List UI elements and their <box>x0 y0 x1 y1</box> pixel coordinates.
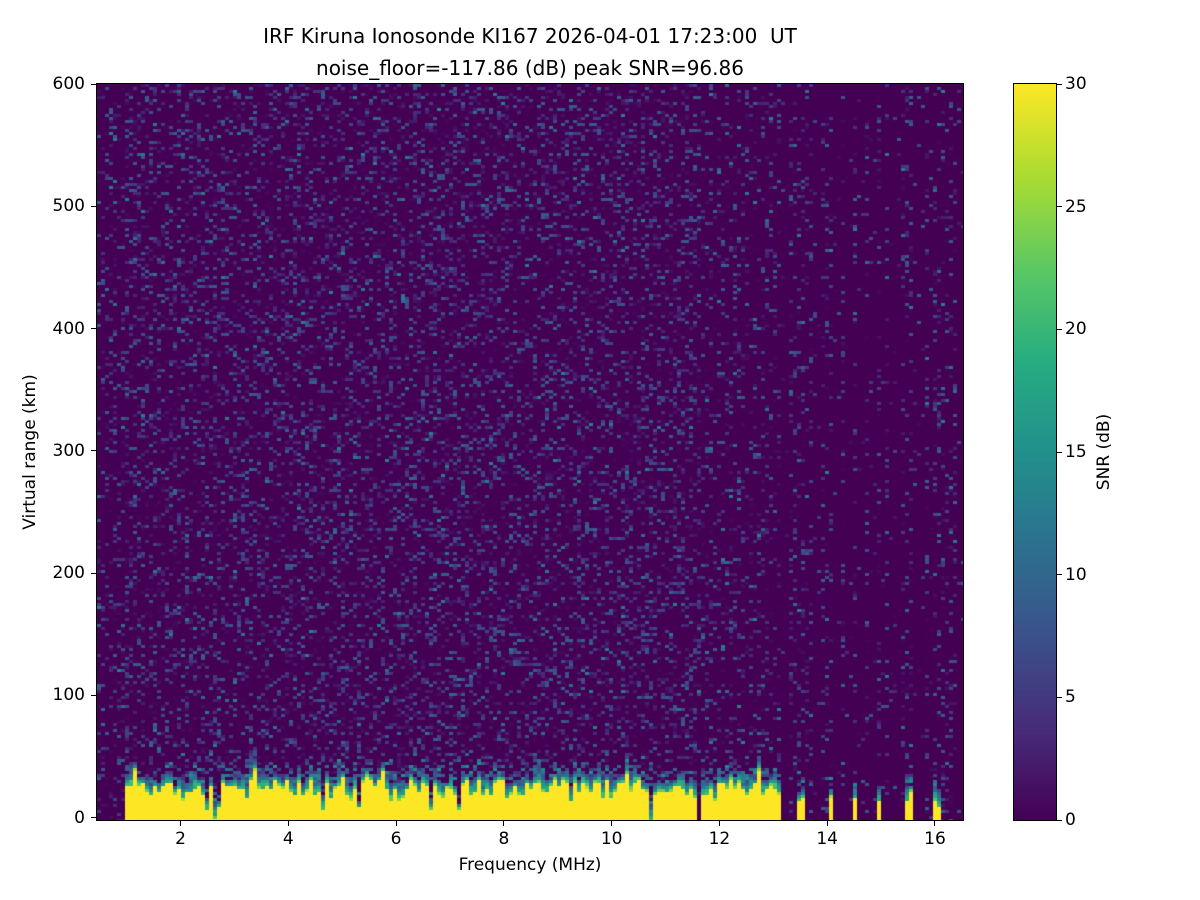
colorbar-tick-mark <box>1056 83 1062 85</box>
y-tick-label: 600 <box>52 74 85 94</box>
x-tick-mark <box>395 820 397 826</box>
colorbar-tick-mark <box>1056 206 1062 208</box>
colorbar-tick-mark <box>1056 819 1062 821</box>
colorbar-tick-label: 25 <box>1065 196 1087 217</box>
x-tick-label: 12 <box>708 829 731 849</box>
x-tick-mark <box>503 820 505 826</box>
y-tick-label: 0 <box>74 807 85 828</box>
x-tick-label: 4 <box>282 829 294 849</box>
colorbar-gradient <box>1014 84 1056 820</box>
y-tick-label: 100 <box>52 685 85 706</box>
x-tick-label: 2 <box>175 829 186 849</box>
colorbar-tick-label: 20 <box>1065 319 1087 340</box>
colorbar-tick-label: 30 <box>1065 74 1087 94</box>
y-tick-mark <box>91 205 97 207</box>
x-tick-mark <box>287 820 289 826</box>
y-tick-mark <box>91 328 97 330</box>
x-tick-label: 14 <box>816 829 838 849</box>
y-tick-mark <box>91 83 97 85</box>
x-tick-mark <box>826 820 828 826</box>
colorbar-tick-label: 15 <box>1065 442 1087 462</box>
y-tick-mark <box>91 817 97 819</box>
y-tick-mark <box>91 572 97 574</box>
colorbar-tick-label: 0 <box>1065 810 1076 830</box>
chart-title: IRF Kiruna Ionosonde KI167 2026-04-01 17… <box>263 24 797 48</box>
colorbar-tick-mark <box>1056 451 1062 453</box>
x-tick-label: 16 <box>924 829 946 849</box>
x-axis-label: Frequency (MHz) <box>458 855 602 875</box>
x-tick-mark <box>718 820 720 826</box>
colorbar-tick-mark <box>1056 574 1062 576</box>
y-tick-label: 400 <box>52 318 85 339</box>
y-tick-label: 300 <box>52 440 85 461</box>
chart-subtitle: noise_floor=-117.86 (dB) peak SNR=96.86 <box>316 56 744 80</box>
y-tick-mark <box>91 450 97 452</box>
x-tick-mark <box>611 820 613 826</box>
x-tick-label: 6 <box>390 829 402 849</box>
colorbar-tick-label: 10 <box>1065 564 1087 585</box>
x-tick-mark <box>934 820 936 826</box>
y-tick-label: 200 <box>52 563 85 584</box>
x-tick-label: 8 <box>498 829 510 849</box>
y-tick-label: 500 <box>52 196 85 217</box>
x-tick-label: 10 <box>600 829 623 849</box>
colorbar-tick-mark <box>1056 328 1062 330</box>
ionogram-heatmap <box>97 84 963 820</box>
y-tick-mark <box>91 694 97 696</box>
colorbar-tick-label: 5 <box>1065 687 1076 708</box>
colorbar-tick-mark <box>1056 696 1062 698</box>
x-tick-mark <box>180 820 182 826</box>
